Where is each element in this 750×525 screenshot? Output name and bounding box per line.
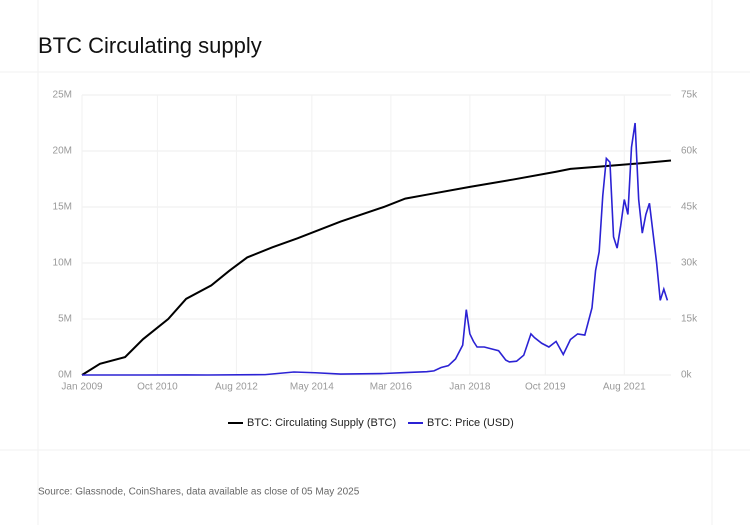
y2-tick-label: 75k (681, 90, 698, 101)
y-tick-label: 25M (53, 90, 72, 101)
y-tick-label: 0M (58, 370, 72, 381)
x-tick-label: Oct 2010 (137, 382, 178, 393)
x-tick-label: Jan 2018 (449, 382, 491, 393)
y2-tick-label: 15k (681, 314, 698, 325)
x-tick-label: Jan 2009 (61, 382, 103, 393)
y2-tick-label: 45k (681, 202, 698, 213)
y2-tick-label: 0k (681, 370, 693, 381)
y-tick-label: 20M (53, 146, 72, 157)
x-tick-label: Aug 2021 (603, 382, 646, 393)
legend-label: BTC: Price (USD) (427, 417, 514, 429)
y-tick-label: 5M (58, 314, 72, 325)
legend-label: BTC: Circulating Supply (BTC) (247, 417, 396, 429)
x-tick-label: Mar 2016 (370, 382, 413, 393)
x-tick-label: Aug 2012 (215, 382, 258, 393)
source-note: Source: Glassnode, CoinShares, data avai… (38, 487, 360, 498)
series-line (82, 122, 669, 376)
series-line (81, 159, 672, 376)
x-tick-label: Oct 2019 (525, 382, 566, 393)
x-tick-label: May 2014 (290, 382, 334, 393)
chart-title: BTC Circulating supply (38, 33, 262, 58)
y2-tick-label: 60k (681, 146, 698, 157)
y2-tick-label: 30k (681, 258, 698, 269)
y-tick-label: 10M (53, 258, 72, 269)
y-tick-label: 15M (53, 202, 72, 213)
